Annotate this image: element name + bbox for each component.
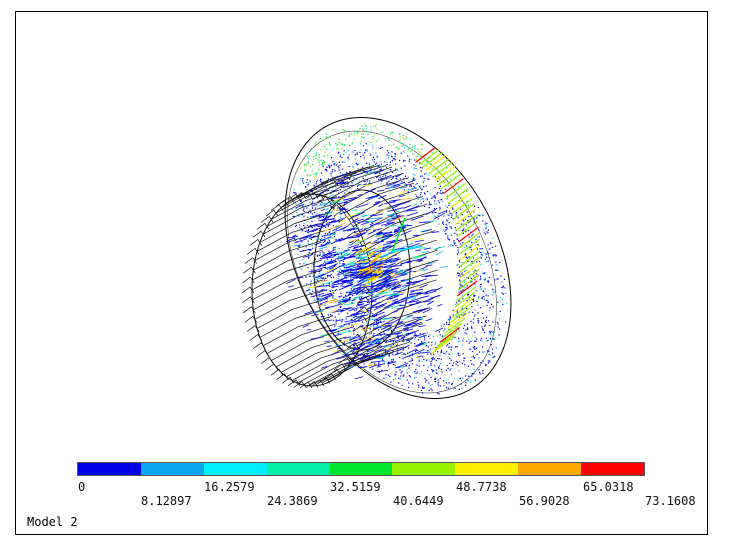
legend-tick-label: 56.9028 bbox=[519, 494, 570, 508]
legend-segment-1 bbox=[78, 463, 141, 475]
legend-tick-label: 8.12897 bbox=[141, 494, 192, 508]
legend-tick-label: 24.3869 bbox=[267, 494, 318, 508]
legend-segment-8 bbox=[518, 463, 582, 475]
legend-tick-label: 32.5159 bbox=[330, 480, 381, 494]
legend-tick-label: 65.0318 bbox=[583, 480, 634, 494]
legend-segment-3 bbox=[203, 463, 267, 475]
model-label: Model 2 bbox=[27, 515, 78, 529]
legend-segment-2 bbox=[140, 463, 204, 475]
legend-segment-4 bbox=[266, 463, 330, 475]
orientation-axes bbox=[379, 217, 421, 259]
legend-tick-label: 40.6449 bbox=[393, 494, 444, 508]
legend-tick-label: 73.1608 bbox=[645, 494, 696, 508]
legend-segment-5 bbox=[329, 463, 393, 475]
legend-tick-label: 48.7738 bbox=[456, 480, 507, 494]
color-legend-bar bbox=[77, 462, 645, 476]
legend-segment-7 bbox=[455, 463, 519, 475]
legend-segment-6 bbox=[392, 463, 456, 475]
legend-tick-label: 16.2579 bbox=[204, 480, 255, 494]
legend-segment-9 bbox=[581, 463, 645, 475]
velocity-vectors bbox=[285, 147, 481, 380]
legend-tick-label: 0 bbox=[78, 480, 86, 494]
